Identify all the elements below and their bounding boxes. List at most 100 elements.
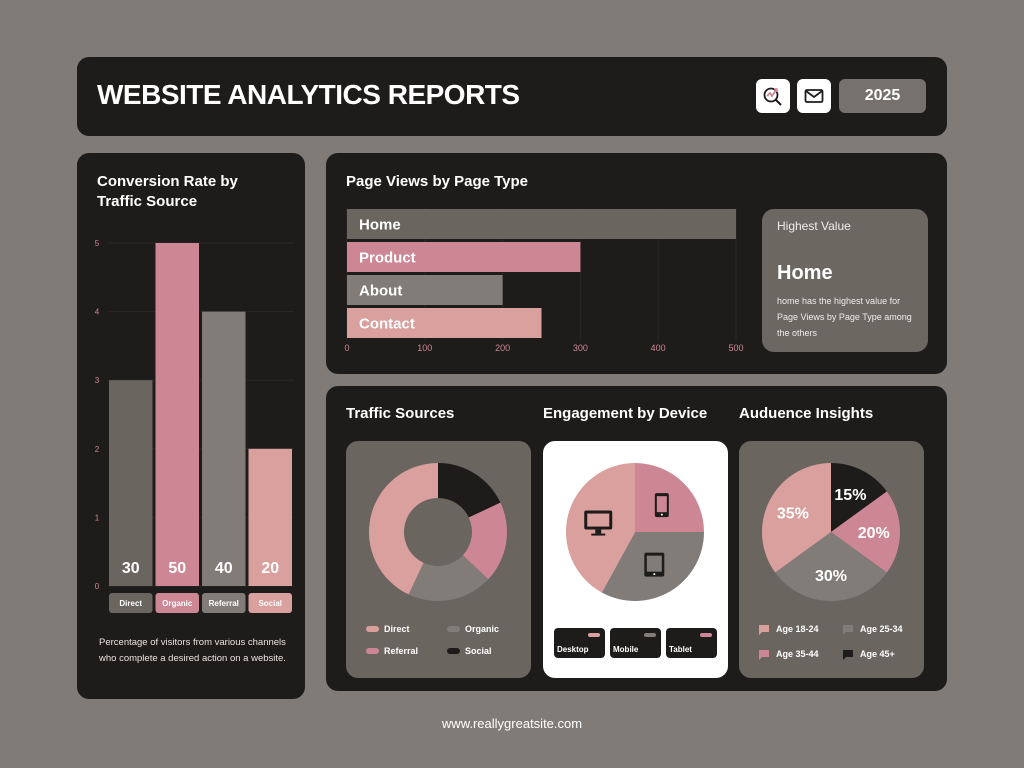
legend-label: Organic xyxy=(465,624,499,634)
bar xyxy=(347,242,581,272)
desktop-swatch xyxy=(588,633,600,637)
year-selector[interactable]: 2025 xyxy=(839,79,926,113)
legend-label: Social xyxy=(465,646,492,656)
pie-slice xyxy=(462,502,507,580)
category-label: Home xyxy=(359,217,401,234)
pie-slice xyxy=(438,463,501,518)
analytics-search-icon[interactable] xyxy=(756,79,790,113)
device-label: Desktop xyxy=(557,645,589,654)
insights-panel: Traffic Sources Engagement by Device Aud… xyxy=(326,386,947,691)
mobile-button xyxy=(660,513,663,516)
x-tick-label: 400 xyxy=(651,343,666,353)
legend-swatch xyxy=(447,626,460,632)
tablet-button xyxy=(653,573,656,576)
category-label: Contact xyxy=(359,316,415,333)
conversion-bar-chart: 0 1 2 3 4 5 30 Direct 50 Organic 40 Referral 20 Socia… xyxy=(95,239,294,613)
conversion-panel: Conversion Rate by Traffic Source 0 1 2 3 4 5… xyxy=(77,153,305,699)
highest-value: Home xyxy=(777,262,833,284)
legend-swatch xyxy=(447,648,460,654)
legend-swatch xyxy=(366,626,379,632)
legend-swatch xyxy=(366,648,379,654)
legend-label: Age 25-34 xyxy=(860,624,903,634)
category-label: About xyxy=(359,283,402,300)
highest-value-description: home has the highest value for Page View… xyxy=(777,296,912,338)
desktop-icon xyxy=(584,510,613,536)
page-title: WEBSITE ANALYTICS REPORTS xyxy=(97,79,520,110)
pie-slice xyxy=(831,463,887,532)
y-tick-label: 0 xyxy=(95,582,100,591)
mail-icon[interactable] xyxy=(797,79,831,113)
device-tablet-button[interactable]: Tablet xyxy=(666,628,717,658)
bar-data-label: 50 xyxy=(168,560,186,577)
highest-value-label: Highest Value xyxy=(777,219,851,233)
audience-title: Auduence Insights xyxy=(739,405,874,422)
x-tick-label: 500 xyxy=(728,343,743,353)
y-tick-label: 4 xyxy=(95,308,100,317)
category-chip xyxy=(155,593,199,613)
mobile-screen xyxy=(656,496,667,513)
header-bar: WEBSITE ANALYTICS REPORTS 2025 xyxy=(77,57,947,136)
slice-data-label: 30% xyxy=(815,568,847,585)
traffic-donut-chart: Direct Organic Referral Social xyxy=(366,463,507,656)
device-label: Tablet xyxy=(669,645,692,654)
tablet-icon xyxy=(644,552,665,577)
legend-label: Age 45+ xyxy=(860,649,895,659)
device-label: Mobile xyxy=(613,645,639,654)
legend-swatch xyxy=(843,650,853,660)
pie-slice xyxy=(635,463,704,532)
desktop-screen xyxy=(587,513,610,527)
category-chip xyxy=(109,593,153,613)
page-views-title: Page Views by Page Type xyxy=(346,173,529,190)
x-tick-label: Referral xyxy=(209,599,239,608)
category-chip xyxy=(248,593,292,613)
engagement-card: Desktop Mobile Tablet xyxy=(543,441,728,678)
legend-label: Age 18-24 xyxy=(776,624,819,634)
bar xyxy=(109,380,153,586)
pie-slice xyxy=(831,491,900,573)
bar xyxy=(248,448,292,586)
x-tick-label: Organic xyxy=(162,599,193,608)
legend-label: Age 35-44 xyxy=(776,649,819,659)
slice-data-label: 35% xyxy=(777,506,809,523)
pie-slice xyxy=(775,532,887,601)
desktop-stand xyxy=(591,533,606,536)
engagement-title: Engagement by Device xyxy=(543,405,708,422)
x-tick-label: 100 xyxy=(417,343,432,353)
device-desktop-button[interactable]: Desktop xyxy=(554,628,605,658)
bar xyxy=(347,275,503,305)
audience-card: 15% 20% 30% 35% Age 18-24 Age 25-34 Age 35-44 A… xyxy=(739,441,924,678)
traffic-title: Traffic Sources xyxy=(346,405,455,422)
x-tick-label: 300 xyxy=(573,343,588,353)
conversion-title: Conversion Rate by Traffic Source xyxy=(97,173,238,210)
mobile-swatch xyxy=(644,633,656,637)
page-views-bar-chart: 0 100 200 300 400 500 Home Product About Contact xyxy=(344,208,744,353)
category-label: Product xyxy=(359,250,416,267)
x-tick-label: Social xyxy=(258,599,282,608)
bar xyxy=(202,311,246,586)
x-tick-label: 200 xyxy=(495,343,510,353)
engagement-pie-chart xyxy=(566,463,704,601)
slice-data-label: 20% xyxy=(858,525,890,542)
legend-swatch xyxy=(759,650,769,660)
tablet-swatch xyxy=(700,633,712,637)
y-tick-label: 2 xyxy=(95,445,100,454)
bar-data-label: 20 xyxy=(261,560,279,577)
legend-label: Direct xyxy=(384,624,410,634)
desktop-neck xyxy=(595,529,602,534)
y-tick-label: 1 xyxy=(95,513,100,522)
bar xyxy=(347,209,736,239)
conversion-description: Percentage of visitors from various chan… xyxy=(99,637,286,664)
pie-slice xyxy=(408,555,489,601)
device-mobile-button[interactable]: Mobile xyxy=(610,628,661,658)
bar xyxy=(347,308,542,338)
slice-data-label: 15% xyxy=(834,487,866,504)
page-views-panel: Page Views by Page Type 0 100 200 300 400 500… xyxy=(326,153,947,374)
pie-slice xyxy=(762,463,831,573)
bar-data-label: 40 xyxy=(215,560,233,577)
y-tick-label: 5 xyxy=(95,239,100,248)
mobile-icon xyxy=(654,493,669,518)
bar-data-label: 30 xyxy=(122,560,140,577)
bar xyxy=(155,243,199,586)
footer-url[interactable]: www.reallygreatsite.com xyxy=(441,716,583,731)
highest-value-card: Highest Value Home home has the highest … xyxy=(762,209,928,352)
